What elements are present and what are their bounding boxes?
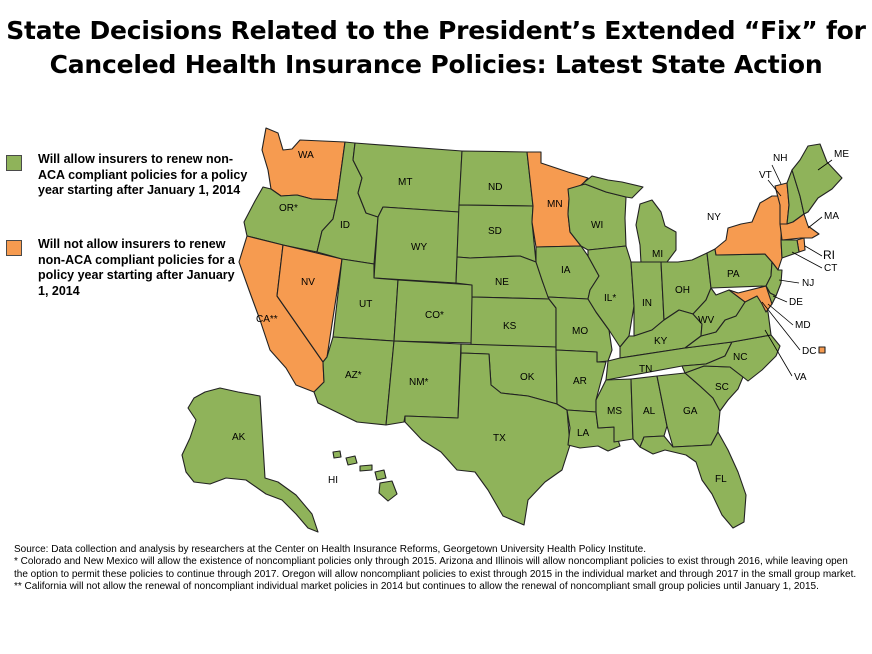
- source-note: Source: Data collection and analysis by …: [14, 544, 646, 555]
- label-PA: PA: [727, 269, 740, 280]
- label-NJ: NJ: [802, 278, 814, 289]
- title-line-2: Canceled Health Insurance Policies: Late…: [49, 50, 823, 79]
- legend-swatch-not-allow: [6, 240, 22, 256]
- label-SD: SD: [488, 226, 502, 237]
- leader-ME: [817, 159, 833, 171]
- label-MN: MN: [547, 199, 563, 210]
- label-VT: VT: [759, 170, 772, 181]
- footnotes: Source: Data collection and analysis by …: [14, 544, 862, 594]
- legend-label-allow: Will allow insurers to renew non-ACA com…: [38, 152, 248, 197]
- label-IA: IA: [561, 265, 571, 276]
- label-TN: TN: [639, 364, 652, 375]
- label-UT: UT: [359, 299, 372, 310]
- state-CT: [780, 239, 800, 259]
- label-TX: TX: [493, 433, 506, 444]
- state-AK: [181, 387, 319, 533]
- label-IL: IL*: [604, 293, 616, 304]
- state-FL: [639, 431, 747, 529]
- label-MO: MO: [572, 326, 588, 337]
- leader-VA: [764, 329, 793, 377]
- state-DE: [765, 285, 777, 305]
- label-NH: NH: [773, 153, 787, 164]
- label-MI: MI: [652, 249, 663, 260]
- leader-MA: [807, 216, 823, 229]
- state-TX: [404, 352, 571, 526]
- state-DC: [818, 346, 826, 354]
- state-MI: [580, 175, 677, 264]
- leader-DE: [772, 295, 788, 303]
- label-IN: IN: [642, 298, 652, 309]
- title-line-1: State Decisions Related to the President…: [6, 16, 866, 45]
- label-OK: OK: [520, 372, 535, 383]
- label-MD: MD: [795, 320, 811, 331]
- state-HI: [332, 450, 398, 502]
- leader-RI: [804, 245, 823, 257]
- leader-DC: [761, 301, 801, 351]
- legend-swatch-allow: [6, 155, 22, 171]
- label-WI: WI: [591, 220, 603, 231]
- label-WY: WY: [411, 242, 427, 253]
- label-NV: NV: [301, 277, 315, 288]
- hawaii-island-molokai: [359, 464, 373, 472]
- hawaii-island-big: [378, 480, 398, 502]
- state-MA: [779, 213, 820, 241]
- label-OH: OH: [675, 285, 690, 296]
- leader-MD: [767, 303, 794, 326]
- label-KS: KS: [503, 321, 517, 332]
- state-NC: [681, 334, 781, 382]
- label-MA: MA: [824, 211, 839, 222]
- hawaii-island-oahu: [345, 455, 358, 466]
- label-WA: WA: [298, 150, 314, 161]
- label-GA: GA: [683, 406, 698, 417]
- label-NC: NC: [733, 352, 747, 363]
- label-ME: ME: [834, 149, 849, 160]
- leader-VT: [767, 179, 782, 197]
- label-FL: FL: [715, 474, 727, 485]
- label-NY: NY: [707, 212, 721, 223]
- state-WY: [373, 206, 460, 284]
- label-RI: RI: [823, 248, 835, 262]
- label-HI: HI: [328, 475, 338, 486]
- label-ID: ID: [340, 220, 350, 231]
- label-AL: AL: [643, 406, 656, 417]
- label-LA: LA: [577, 428, 590, 439]
- label-NM: NM*: [409, 377, 429, 388]
- label-MS: MS: [607, 406, 622, 417]
- label-CT: CT: [824, 263, 837, 274]
- label-WV: WV: [698, 315, 714, 326]
- label-AK: AK: [232, 432, 246, 443]
- label-CA: CA**: [256, 314, 278, 325]
- state-WA: [261, 127, 346, 201]
- label-KY: KY: [654, 336, 668, 347]
- label-VA: VA: [794, 372, 807, 383]
- label-CO: CO*: [425, 310, 444, 321]
- label-ND: ND: [488, 182, 502, 193]
- label-MT: MT: [398, 177, 412, 188]
- label-OR: OR*: [279, 203, 298, 214]
- leader-CT: [791, 251, 823, 269]
- map-title: State Decisions Related to the President…: [0, 14, 872, 82]
- hawaii-island-kauai: [332, 450, 342, 459]
- footnote-asterisk: * Colorado and New Mexico will allow the…: [14, 556, 857, 580]
- footnote-double-asterisk: ** California will not allow the renewal…: [14, 581, 819, 593]
- leader-NH: [771, 164, 782, 185]
- state-ND: [458, 150, 534, 207]
- label-DE: DE: [789, 297, 803, 308]
- leader-NJ: [778, 279, 800, 284]
- label-NE: NE: [495, 277, 509, 288]
- hawaii-island-maui: [374, 469, 387, 481]
- label-AZ: AZ*: [345, 370, 362, 381]
- label-SC: SC: [715, 382, 729, 393]
- label-AR: AR: [573, 376, 587, 387]
- label-DC: DC: [802, 346, 816, 357]
- state-ME: [791, 143, 843, 215]
- legend-label-not-allow: Will not allow insurers to renew non-ACA…: [38, 237, 235, 298]
